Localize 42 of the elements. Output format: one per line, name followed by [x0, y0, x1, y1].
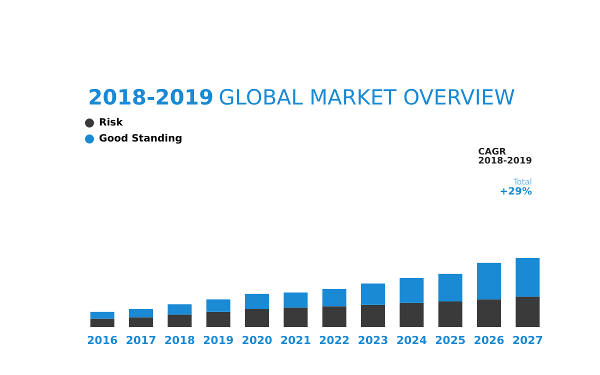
- bar: [477, 262, 501, 300]
- x-tick-label: 2017: [126, 334, 156, 347]
- bar: [322, 289, 346, 306]
- bar: [245, 309, 269, 327]
- legend-label: Good Standing: [99, 134, 182, 144]
- x-tick-label: 2019: [203, 334, 234, 347]
- bar: [361, 304, 385, 327]
- x-tick-label: 2021: [280, 334, 311, 347]
- bar: [129, 309, 153, 318]
- bar: [516, 258, 540, 297]
- legend-label: Risk: [99, 118, 124, 128]
- bar: [245, 294, 269, 310]
- bar: [90, 312, 114, 319]
- bar: [129, 317, 153, 327]
- bar: [206, 299, 230, 312]
- x-tick-label: 2026: [474, 334, 505, 347]
- bar: [361, 284, 385, 305]
- x-tick-label: 2025: [435, 334, 466, 347]
- x-tick-label: 2023: [358, 334, 388, 347]
- bar: [438, 301, 462, 327]
- chart-title: 2018-2019 GLOBAL MARKET OVERVIEW: [88, 86, 516, 110]
- bar: [400, 302, 424, 327]
- x-tick-label: 2018: [164, 334, 195, 347]
- bar: [206, 312, 230, 327]
- x-tick-label: 2016: [87, 334, 118, 347]
- bar: [90, 318, 114, 327]
- bar: [168, 304, 192, 315]
- bar: [516, 296, 540, 327]
- x-tick-label: 2020: [242, 334, 273, 347]
- x-tick-label: 2024: [396, 334, 428, 347]
- bar: [284, 308, 308, 327]
- text: CAGR 2018-2019: [478, 148, 532, 166]
- x-tick-label: 2022: [319, 334, 350, 347]
- x-tick-label: 2027: [512, 334, 543, 347]
- text: Total: [512, 178, 532, 186]
- bar: [168, 314, 192, 327]
- bar: [438, 274, 462, 302]
- bar: [477, 299, 501, 327]
- text: +29%: [500, 186, 532, 198]
- bar: [322, 306, 346, 327]
- bar: [284, 292, 308, 308]
- bar: [400, 278, 424, 303]
